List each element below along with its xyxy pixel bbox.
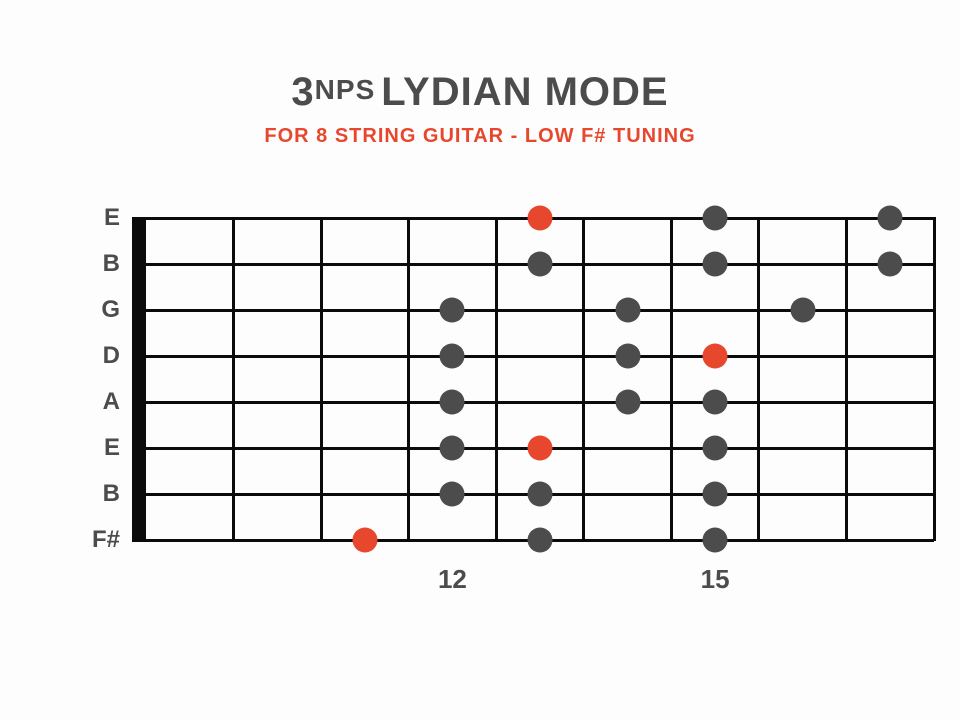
note-dot xyxy=(440,344,465,369)
note-dot xyxy=(703,482,728,507)
note-dot xyxy=(703,390,728,415)
note-dot xyxy=(440,390,465,415)
page: { "title": { "prefix": "3", "prefix_sub"… xyxy=(0,0,960,720)
root-note-dot xyxy=(352,528,377,553)
string-line xyxy=(132,401,934,404)
root-note-dot xyxy=(528,436,553,461)
fret-line xyxy=(582,217,585,541)
note-dot xyxy=(440,436,465,461)
root-note-dot xyxy=(528,206,553,231)
note-dot xyxy=(528,528,553,553)
fret-number: 15 xyxy=(701,564,730,595)
title-block: 3NPSLYDIAN MODE FOR 8 STRING GUITAR - LO… xyxy=(0,0,960,148)
string-label: G xyxy=(80,296,120,324)
string-label: B xyxy=(80,250,120,278)
fret-number: 12 xyxy=(438,564,467,595)
fret-line xyxy=(670,217,673,541)
fret-line xyxy=(495,217,498,541)
note-dot xyxy=(615,390,640,415)
string-label: E xyxy=(80,204,120,232)
note-dot xyxy=(790,298,815,323)
note-dot xyxy=(615,298,640,323)
note-dot xyxy=(615,344,640,369)
note-dot xyxy=(528,252,553,277)
fret-line xyxy=(757,217,760,541)
string-label: F# xyxy=(80,526,120,554)
fret-line xyxy=(320,217,323,541)
note-dot xyxy=(703,436,728,461)
note-dot xyxy=(703,528,728,553)
fret-line xyxy=(933,217,936,541)
note-dot xyxy=(440,298,465,323)
string-label: E xyxy=(80,434,120,462)
title-prefix-sub: NPS xyxy=(315,74,376,105)
string-label: B xyxy=(80,480,120,508)
fret-line xyxy=(232,217,235,541)
string-label: A xyxy=(80,388,120,416)
title-prefix: 3 xyxy=(291,70,314,114)
note-dot xyxy=(528,482,553,507)
title-line1: 3NPSLYDIAN MODE xyxy=(0,70,960,115)
title-main: LYDIAN MODE xyxy=(381,70,668,114)
string-line xyxy=(132,355,934,358)
note-dot xyxy=(440,482,465,507)
note-dot xyxy=(878,252,903,277)
fret-line xyxy=(845,217,848,541)
note-dot xyxy=(703,252,728,277)
note-dot xyxy=(878,206,903,231)
note-dot xyxy=(703,206,728,231)
string-label: D xyxy=(80,342,120,370)
subtitle: FOR 8 STRING GUITAR - LOW F# TUNING xyxy=(0,125,960,148)
root-note-dot xyxy=(703,344,728,369)
fret-line xyxy=(407,217,410,541)
